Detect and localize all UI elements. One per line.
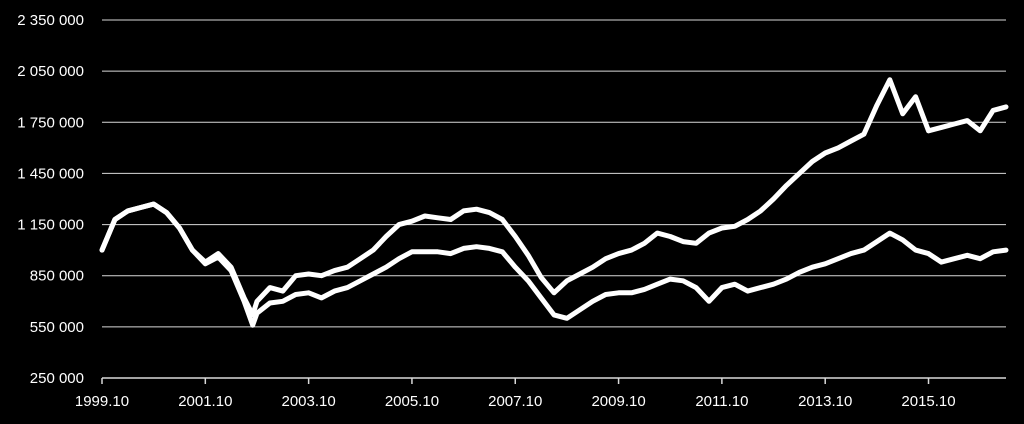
y-tick-label: 2 350 000 — [17, 12, 84, 29]
x-tick-label: 1999.10 — [75, 393, 129, 410]
y-tick-label: 1 750 000 — [17, 114, 84, 131]
x-tick-label: 2013.10 — [798, 393, 852, 410]
y-tick-label: 2 050 000 — [17, 63, 84, 80]
series-lines — [99, 77, 1009, 328]
y-tick-label: 850 000 — [30, 268, 84, 285]
x-axis: 1999.10 2001.10 2003.10 2005.10 2007.10 2009.… — [75, 377, 1006, 410]
x-tick-label: 2015.10 — [901, 393, 955, 410]
series-line-1 — [99, 77, 1009, 318]
y-tick-label: 1 150 000 — [17, 217, 84, 234]
x-tick-label: 2007.10 — [488, 393, 542, 410]
y-axis-tick-labels: 250 000 550 000 850 000 1 150 000 1 450 000 1… — [17, 12, 84, 387]
x-tick-label: 2005.10 — [385, 393, 439, 410]
x-tick-label: 2011.10 — [695, 393, 748, 410]
x-tick-label: 2001.10 — [178, 393, 232, 410]
gridlines — [102, 19, 1006, 328]
x-tick-label: 2003.10 — [282, 393, 336, 410]
series-line-2 — [99, 201, 1009, 328]
y-tick-label: 1 450 000 — [17, 165, 84, 182]
y-tick-label: 250 000 — [30, 370, 84, 387]
x-tick-label: 2009.10 — [591, 393, 645, 410]
y-tick-label: 550 000 — [30, 319, 84, 336]
